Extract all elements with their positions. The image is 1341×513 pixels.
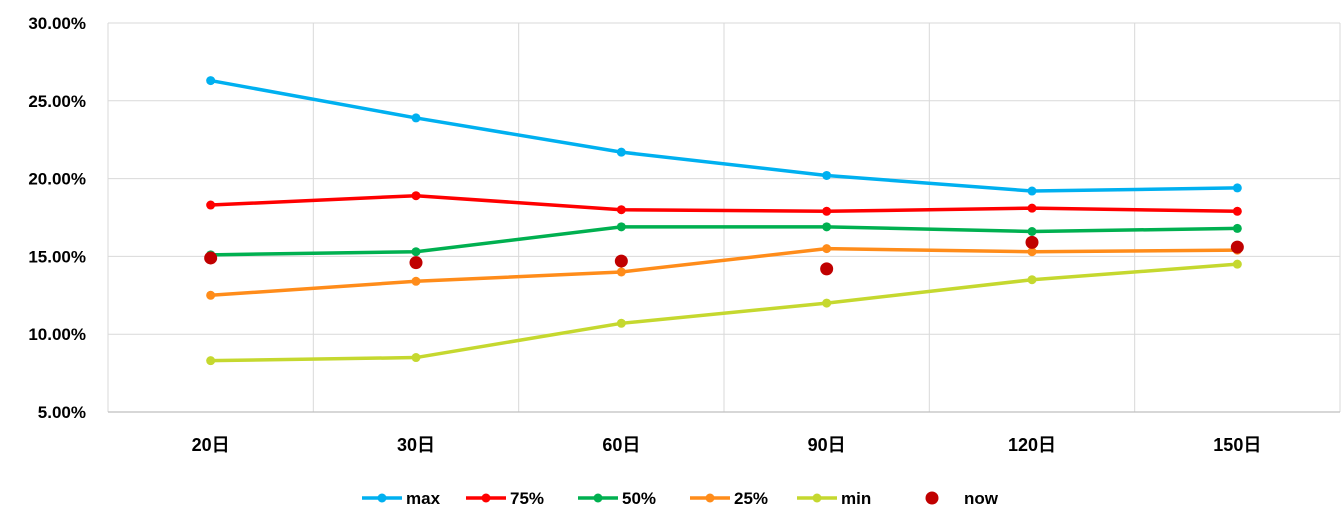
series-group — [204, 76, 1244, 366]
legend-label: now — [964, 489, 999, 508]
legend-marker — [812, 493, 822, 503]
legend-item: now — [925, 489, 999, 508]
legend-marker — [481, 493, 491, 503]
y-tick-label: 10.00% — [28, 325, 86, 344]
x-tick-label: 120日 — [1008, 435, 1056, 455]
legend-item: 25% — [690, 489, 768, 508]
legend-label: min — [841, 489, 871, 508]
series-50pct — [206, 222, 1242, 260]
data-point — [1232, 259, 1242, 269]
y-tick-label: 25.00% — [28, 92, 86, 111]
data-point — [1232, 183, 1242, 193]
legend-marker — [925, 491, 939, 505]
legend-label: 75% — [510, 489, 544, 508]
data-point — [206, 76, 216, 86]
data-point — [1025, 235, 1039, 249]
legend-label: 50% — [622, 489, 656, 508]
data-point — [1232, 206, 1242, 216]
series-line — [208, 262, 1240, 363]
data-point — [1027, 275, 1037, 285]
data-point — [409, 256, 423, 270]
series-min — [206, 259, 1242, 366]
data-point — [822, 206, 832, 216]
series-line — [208, 193, 1240, 214]
data-point — [1027, 203, 1037, 213]
data-point — [206, 200, 216, 210]
series-now — [204, 235, 1244, 276]
data-point — [411, 276, 421, 286]
legend-item: min — [797, 489, 871, 508]
x-tick-label: 150日 — [1213, 435, 1261, 455]
data-point — [204, 251, 218, 265]
y-tick-label: 30.00% — [28, 14, 86, 33]
series-line — [208, 78, 1240, 193]
data-point — [616, 267, 626, 277]
data-point — [1027, 186, 1037, 196]
legend-item: 50% — [578, 489, 656, 508]
data-point — [822, 244, 832, 254]
data-point — [411, 191, 421, 201]
data-point — [1232, 223, 1242, 233]
data-point — [616, 318, 626, 328]
series-line — [208, 246, 1240, 298]
data-point — [411, 247, 421, 257]
legend-marker — [593, 493, 603, 503]
legend: max 75% 50% 25% min now — [362, 489, 999, 508]
data-point — [1027, 227, 1037, 237]
data-point — [411, 113, 421, 123]
x-tick-label: 20日 — [192, 435, 230, 455]
y-tick-label: 5.00% — [38, 403, 86, 422]
grid — [107, 22, 1341, 412]
data-point — [820, 262, 834, 276]
data-point — [614, 254, 628, 268]
data-point — [1027, 247, 1037, 257]
series-line — [208, 225, 1240, 257]
x-tick-label: 90日 — [808, 435, 846, 455]
data-point — [206, 356, 216, 366]
data-point — [616, 205, 626, 215]
legend-label: max — [406, 489, 441, 508]
data-point — [616, 222, 626, 232]
legend-label: 25% — [734, 489, 768, 508]
axes: 5.00% 10.00% 15.00% 20.00% 25.00% 30.00% 20日 30… — [28, 14, 1340, 455]
legend-item: 75% — [466, 489, 544, 508]
y-tick-label: 15.00% — [28, 247, 86, 266]
x-tick-label: 30日 — [397, 435, 435, 455]
x-tick-label: 60日 — [602, 435, 640, 455]
legend-marker — [377, 493, 387, 503]
data-point — [411, 353, 421, 363]
y-tick-label: 20.00% — [28, 170, 86, 189]
series-75pct — [206, 191, 1242, 216]
legend-marker — [705, 493, 715, 503]
data-point — [822, 222, 832, 232]
data-point — [206, 290, 216, 300]
legend-item: max — [362, 489, 441, 508]
series-max — [206, 76, 1242, 196]
data-point — [1230, 240, 1244, 254]
data-point — [822, 298, 832, 308]
data-point — [822, 170, 832, 180]
data-point — [616, 147, 626, 157]
